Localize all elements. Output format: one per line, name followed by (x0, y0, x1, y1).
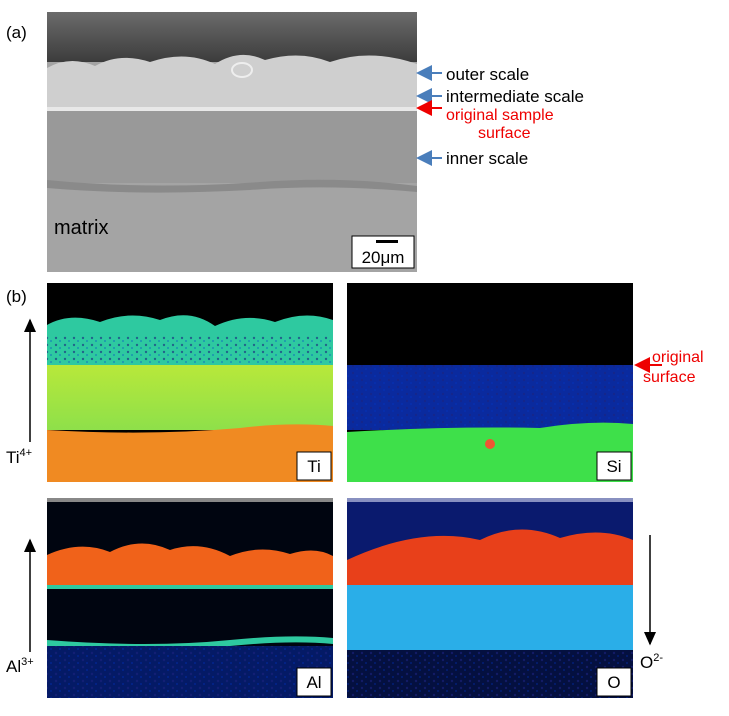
scale-bar-label: 20μm (362, 248, 405, 267)
panel-label: (b) (6, 287, 27, 306)
annotation: surface (478, 125, 531, 142)
ion: O (640, 653, 653, 672)
al-map (47, 498, 333, 698)
charge: 2- (653, 652, 663, 664)
annotation: outer scale (446, 65, 529, 84)
annotation: intermediate scale (446, 87, 584, 106)
annotation: original sample (446, 107, 554, 124)
region-label: matrix (54, 217, 108, 239)
charge: 4+ (20, 447, 33, 459)
panel-label: (a) (6, 23, 27, 42)
ion-label: O2- (640, 652, 663, 672)
ion: Ti (6, 448, 20, 467)
map-label: Ti (307, 457, 321, 476)
si-map (347, 283, 633, 482)
ion: Al (6, 657, 21, 676)
map-label: Al (306, 673, 321, 692)
map-label: O (607, 673, 620, 692)
annotation: inner scale (446, 149, 528, 168)
charge: 3+ (21, 656, 34, 668)
ion-label: Ti4+ (6, 447, 32, 467)
sem-image (47, 12, 417, 272)
ti-map (47, 283, 333, 482)
map-label: Si (606, 457, 621, 476)
annotation: original (652, 349, 704, 366)
ion-label: Al3+ (6, 656, 34, 676)
o-map (347, 498, 633, 698)
annotation: surface (643, 369, 696, 386)
